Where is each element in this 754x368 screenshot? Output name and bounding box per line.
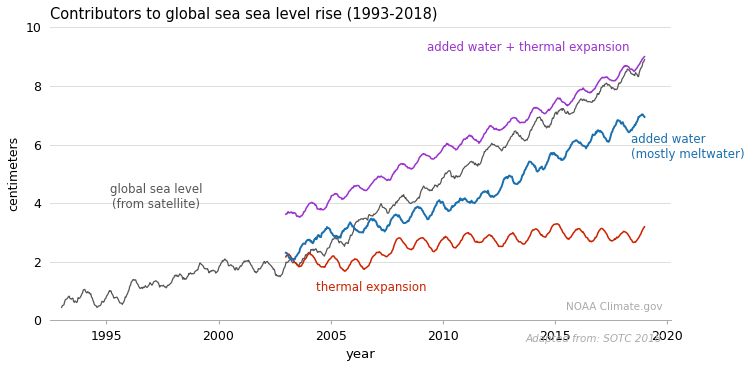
- Text: added water
(mostly meltwater): added water (mostly meltwater): [631, 134, 745, 162]
- Text: added water + thermal expansion: added water + thermal expansion: [427, 41, 629, 54]
- Text: Adapted from: SOTC 2018: Adapted from: SOTC 2018: [526, 334, 662, 344]
- Text: Contributors to global sea sea level rise (1993-2018): Contributors to global sea sea level ris…: [51, 7, 438, 22]
- Y-axis label: centimeters: centimeters: [7, 136, 20, 212]
- Text: NOAA Climate.gov: NOAA Climate.gov: [566, 302, 662, 312]
- Text: global sea level
(from satellite): global sea level (from satellite): [109, 183, 202, 210]
- X-axis label: year: year: [346, 348, 375, 361]
- Text: thermal expansion: thermal expansion: [316, 281, 426, 294]
